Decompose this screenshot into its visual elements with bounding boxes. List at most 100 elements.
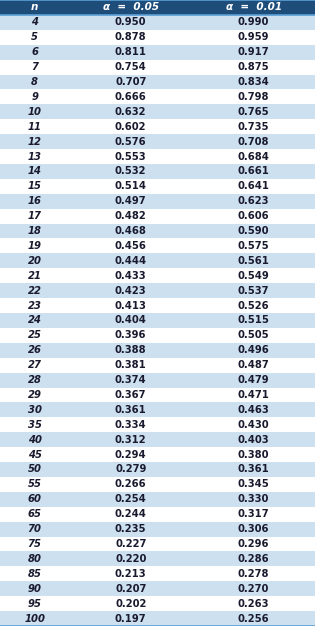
Text: 0.479: 0.479 (238, 375, 269, 385)
Text: 80: 80 (28, 554, 42, 564)
Text: 100: 100 (24, 613, 45, 623)
Bar (0, 179, 315, 194)
Text: 10: 10 (28, 107, 42, 117)
Text: 0.256: 0.256 (238, 613, 269, 623)
Text: 0.388: 0.388 (115, 346, 146, 356)
Text: 0.590: 0.590 (238, 226, 269, 236)
Text: 0.917: 0.917 (238, 47, 269, 57)
Text: 0.505: 0.505 (238, 331, 269, 341)
Bar (0, 357, 315, 372)
Text: 9: 9 (31, 92, 38, 102)
Bar (0, 59, 315, 74)
Text: 20: 20 (28, 256, 42, 266)
Text: 0.708: 0.708 (238, 136, 269, 146)
Text: 0.666: 0.666 (115, 92, 146, 102)
Text: 25: 25 (28, 331, 42, 341)
Text: 0.306: 0.306 (238, 524, 269, 534)
Text: 0.197: 0.197 (115, 613, 146, 623)
Text: 0.553: 0.553 (115, 151, 146, 162)
Text: 0.270: 0.270 (238, 583, 269, 593)
Text: 0.380: 0.380 (238, 449, 269, 459)
Bar (0, 507, 315, 521)
Text: 0.330: 0.330 (238, 495, 269, 505)
Bar (0, 343, 315, 357)
Text: 0.404: 0.404 (115, 316, 147, 326)
Text: 0.286: 0.286 (238, 554, 269, 564)
Text: 0.532: 0.532 (115, 167, 146, 177)
Text: 17: 17 (28, 211, 42, 221)
Bar (0, 418, 315, 432)
Bar (0, 74, 315, 90)
Text: 27: 27 (28, 360, 42, 370)
Bar (0, 119, 315, 134)
Bar (0, 208, 315, 223)
Text: 55: 55 (28, 480, 42, 490)
Text: 0.413: 0.413 (115, 300, 147, 310)
Text: 90: 90 (28, 583, 42, 593)
Text: 0.735: 0.735 (238, 121, 269, 131)
Text: 0.526: 0.526 (238, 300, 269, 310)
Text: 0.661: 0.661 (238, 167, 270, 177)
Bar (0, 582, 315, 596)
Text: n: n (31, 3, 38, 13)
Text: 5: 5 (31, 33, 38, 43)
Text: 29: 29 (28, 390, 42, 400)
Bar (0, 44, 315, 59)
Text: 28: 28 (28, 375, 42, 385)
Text: 0.496: 0.496 (238, 346, 269, 356)
Text: 0.254: 0.254 (115, 495, 146, 505)
Text: 0.317: 0.317 (238, 509, 269, 519)
Text: 0.207: 0.207 (115, 583, 146, 593)
Text: 0.374: 0.374 (115, 375, 146, 385)
Text: 8: 8 (31, 77, 38, 87)
Text: 0.561: 0.561 (238, 256, 270, 266)
Text: 0.537: 0.537 (238, 285, 269, 295)
Text: 0.878: 0.878 (115, 33, 146, 43)
Text: 15: 15 (28, 182, 42, 192)
Text: 0.707: 0.707 (115, 77, 146, 87)
Text: 16: 16 (28, 196, 42, 206)
Text: 0.381: 0.381 (115, 360, 146, 370)
Text: 70: 70 (28, 524, 42, 534)
Text: 0.602: 0.602 (115, 121, 146, 131)
Text: 0.575: 0.575 (238, 241, 269, 251)
Text: 0.990: 0.990 (238, 18, 269, 28)
Bar (0, 0, 315, 15)
Text: 21: 21 (28, 270, 42, 280)
Text: 19: 19 (28, 241, 42, 251)
Text: 18: 18 (28, 226, 42, 236)
Bar (0, 387, 315, 403)
Text: 0.623: 0.623 (238, 196, 269, 206)
Text: 11: 11 (28, 121, 42, 131)
Text: 0.444: 0.444 (115, 256, 147, 266)
Text: 0.263: 0.263 (238, 598, 269, 608)
Bar (0, 164, 315, 179)
Text: 0.294: 0.294 (115, 449, 146, 459)
Text: 0.514: 0.514 (115, 182, 147, 192)
Bar (0, 372, 315, 387)
Bar (0, 269, 315, 283)
Text: 0.220: 0.220 (115, 554, 146, 564)
Text: 0.430: 0.430 (238, 420, 269, 430)
Text: 22: 22 (28, 285, 42, 295)
Text: 0.361: 0.361 (238, 464, 269, 475)
Bar (0, 194, 315, 208)
Bar (0, 134, 315, 149)
Text: 0.396: 0.396 (115, 331, 146, 341)
Text: 7: 7 (31, 62, 38, 72)
Text: 0.463: 0.463 (238, 405, 269, 415)
Text: 6: 6 (31, 47, 38, 57)
Text: 85: 85 (28, 569, 42, 579)
Text: 0.811: 0.811 (115, 47, 147, 57)
Text: 50: 50 (28, 464, 42, 475)
Bar (0, 552, 315, 567)
Text: 30: 30 (28, 405, 42, 415)
Text: 0.213: 0.213 (115, 569, 146, 579)
Text: 0.754: 0.754 (115, 62, 146, 72)
Text: 23: 23 (28, 300, 42, 310)
Text: 0.227: 0.227 (115, 539, 146, 549)
Text: 0.278: 0.278 (238, 569, 269, 579)
Text: 0.875: 0.875 (238, 62, 269, 72)
Text: α  =  0.01: α = 0.01 (226, 3, 282, 13)
Text: 0.684: 0.684 (238, 151, 270, 162)
